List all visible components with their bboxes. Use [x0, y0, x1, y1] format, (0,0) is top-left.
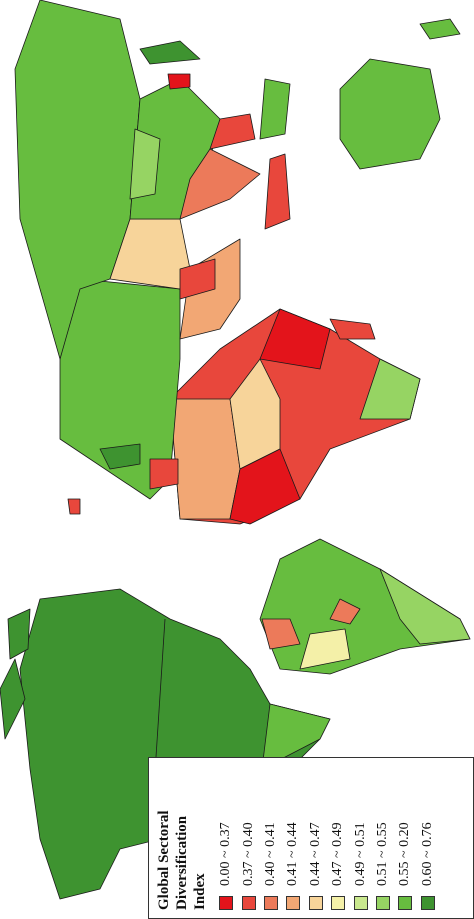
arctic-island: [0, 658, 26, 740]
legend-label: 0.47 ~ 0.49: [330, 822, 346, 886]
africa-south: [359, 358, 421, 420]
legend-label: 0.41 ~ 0.44: [285, 822, 301, 886]
legend-swatch: [353, 896, 368, 910]
uk: [99, 443, 141, 470]
legend-item: 0.55 ~ 0.20: [394, 766, 416, 910]
legend-swatch: [286, 896, 301, 910]
middle-east: [179, 258, 216, 300]
africa-north: [169, 398, 241, 520]
legend-label: 0.60 ~ 0.76: [419, 822, 435, 886]
legend-swatch: [263, 896, 278, 910]
south-america-region: [329, 598, 361, 625]
arctic-island: [7, 608, 31, 660]
india: [179, 148, 261, 220]
africa-west: [229, 448, 301, 525]
southeast-asia: [209, 113, 256, 150]
legend-swatch: [331, 896, 346, 910]
legend-label: 0.44 ~ 0.47: [307, 822, 323, 886]
legend-item: 0.60 ~ 0.76: [417, 766, 439, 910]
legend-label: 0.00 ~ 0.37: [218, 822, 234, 886]
legend-swatch: [241, 896, 256, 910]
south-america-region: [299, 628, 351, 670]
legend-label: 0.55 ~ 0.20: [397, 822, 413, 886]
legend-swatch: [219, 896, 234, 910]
south-america-region: [379, 568, 471, 645]
legend-label: 0.37 ~ 0.40: [240, 822, 256, 886]
legend-items: 0.00 ~ 0.37 0.37 ~ 0.40 0.40 ~ 0.41 0.41 ~ …: [215, 766, 439, 910]
korea: [167, 73, 191, 90]
indonesia: [259, 78, 291, 140]
legend-item: 0.40 ~ 0.41: [260, 766, 282, 910]
madagascar: [329, 318, 376, 340]
iberia: [149, 458, 179, 490]
indonesia: [264, 153, 291, 230]
legend-item: 0.37 ~ 0.40: [237, 766, 259, 910]
legend-swatch: [420, 896, 435, 910]
south-america-region: [261, 618, 301, 650]
legend-swatch: [375, 896, 390, 910]
legend-label: 0.49 ~ 0.51: [352, 822, 368, 886]
world-map: [0, 0, 471, 900]
legend-item: 0.49 ~ 0.51: [349, 766, 371, 910]
russia: [14, 0, 141, 360]
new-zealand: [419, 18, 461, 40]
legend-item: 0.47 ~ 0.49: [327, 766, 349, 910]
legend-item: 0.41 ~ 0.44: [282, 766, 304, 910]
legend-swatch: [398, 896, 413, 910]
central-asia: [109, 218, 191, 290]
legend-item: 0.44 ~ 0.47: [305, 766, 327, 910]
mongolia: [129, 128, 161, 200]
legend-swatch: [308, 896, 323, 910]
japan: [139, 40, 201, 65]
legend-label: 0.51 ~ 0.55: [374, 822, 390, 886]
legend-title: Global Sectoral Diversification Index: [156, 810, 208, 910]
legend-item: 0.51 ~ 0.55: [372, 766, 394, 910]
legend: Global Sectoral Diversification Index 0.…: [148, 757, 474, 919]
legend-item: 0.00 ~ 0.37: [215, 766, 237, 910]
australia: [339, 58, 441, 170]
legend-label: 0.40 ~ 0.41: [262, 822, 278, 886]
mexico: [261, 703, 331, 770]
africa-east: [259, 308, 331, 370]
sri-lanka: [67, 498, 81, 515]
